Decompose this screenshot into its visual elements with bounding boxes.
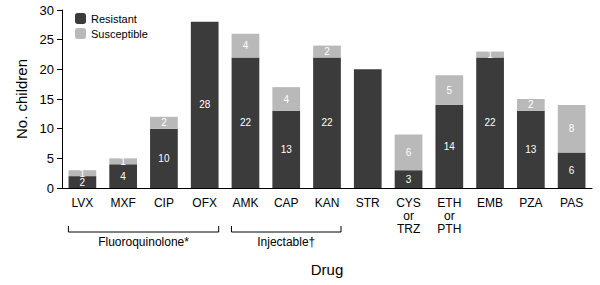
svg-text:22: 22 xyxy=(485,117,497,128)
svg-text:2: 2 xyxy=(324,46,330,57)
svg-text:14: 14 xyxy=(444,141,456,152)
svg-text:CAP: CAP xyxy=(274,196,299,210)
svg-text:22: 22 xyxy=(321,117,333,128)
svg-text:1: 1 xyxy=(120,156,126,167)
svg-text:6: 6 xyxy=(406,147,412,158)
svg-text:20: 20 xyxy=(40,62,54,77)
svg-text:or: or xyxy=(403,209,414,223)
svg-text:25: 25 xyxy=(40,32,54,47)
svg-text:4: 4 xyxy=(243,40,249,51)
svg-text:4: 4 xyxy=(120,171,126,182)
svg-text:5: 5 xyxy=(47,151,54,166)
svg-text:CYS: CYS xyxy=(396,196,421,210)
svg-text:KAN: KAN xyxy=(315,196,340,210)
svg-text:PZA: PZA xyxy=(519,196,542,210)
svg-text:4: 4 xyxy=(283,94,289,105)
svg-text:13: 13 xyxy=(525,144,537,155)
svg-text:CIP: CIP xyxy=(154,196,174,210)
svg-text:8: 8 xyxy=(569,123,575,134)
svg-text:OFX: OFX xyxy=(192,196,217,210)
svg-text:Injectable†: Injectable† xyxy=(257,235,315,249)
svg-text:2: 2 xyxy=(528,99,534,110)
svg-text:15: 15 xyxy=(40,92,54,107)
svg-text:MXF: MXF xyxy=(110,196,135,210)
svg-text:PAS: PAS xyxy=(560,196,583,210)
svg-text:No. children: No. children xyxy=(13,59,30,139)
svg-text:22: 22 xyxy=(240,117,252,128)
svg-text:Susceptible: Susceptible xyxy=(91,28,148,40)
svg-text:1: 1 xyxy=(487,49,493,60)
svg-text:STR: STR xyxy=(356,196,380,210)
svg-text:30: 30 xyxy=(40,3,54,18)
svg-text:1: 1 xyxy=(80,168,86,179)
svg-text:13: 13 xyxy=(281,144,293,155)
svg-text:3: 3 xyxy=(406,174,412,185)
svg-text:AMK: AMK xyxy=(232,196,258,210)
svg-text:2: 2 xyxy=(79,176,86,188)
svg-text:ETH: ETH xyxy=(437,196,461,210)
svg-text:10: 10 xyxy=(158,153,170,164)
svg-text:EMB: EMB xyxy=(477,196,503,210)
svg-text:Resistant: Resistant xyxy=(91,13,137,25)
svg-text:5: 5 xyxy=(447,85,453,96)
svg-text:Drug: Drug xyxy=(311,261,344,278)
svg-text:TRZ: TRZ xyxy=(397,222,420,236)
svg-text:28: 28 xyxy=(199,99,211,110)
svg-text:PTH: PTH xyxy=(437,222,461,236)
svg-text:Fluoroquinolone*: Fluoroquinolone* xyxy=(98,235,189,249)
svg-text:or: or xyxy=(444,209,455,223)
svg-text:LVX: LVX xyxy=(71,196,93,210)
svg-text:0: 0 xyxy=(47,181,54,196)
svg-text:6: 6 xyxy=(569,165,575,176)
svg-text:2: 2 xyxy=(161,117,167,128)
svg-text:10: 10 xyxy=(40,121,54,136)
